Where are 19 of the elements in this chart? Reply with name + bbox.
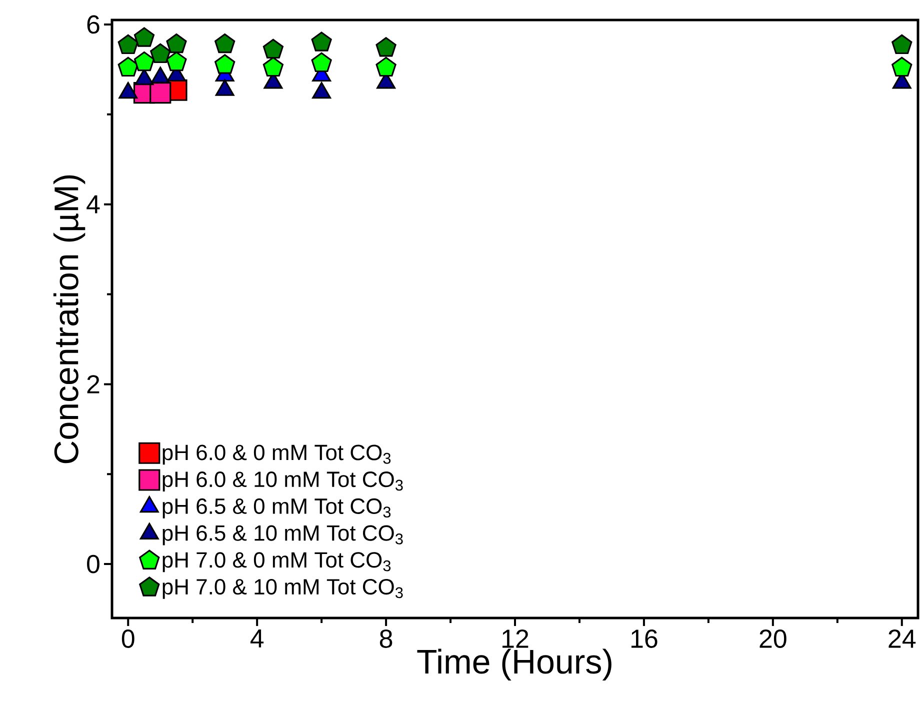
legend-label: pH 6.0 & 0 mM Tot CO$_{3}$ [162,444,391,465]
y-tick-label: 0 [87,554,100,574]
legend-label: pH 6.5 & 10 mM Tot CO$_{3}$ [162,525,403,546]
x-tick-label: 8 [380,630,392,648]
x-tick-label: 4 [250,630,264,648]
legend-label: pH 7.0 & 0 mM Tot CO$_{3}$ [162,552,391,572]
x-tick-label: 12 [502,630,528,648]
x-tick-label: 20 [760,630,786,648]
y-tick-label: 4 [86,195,100,214]
x-tick-label: 0 [122,630,134,648]
y-tick-label: 2 [87,375,100,394]
x-tick-label: 24 [888,630,916,648]
legend-label: pH 6.0 & 10 mM Tot CO$_{3}$ [162,472,403,492]
y-axis-title: Concentration (µM) [53,175,86,464]
legend-label: pH 7.0 & 10 mM Tot CO$_{3}$ [162,578,403,599]
y-tick-label: 6 [87,15,100,34]
x-axis-title: Time (Hours) [417,648,612,680]
legend-label: pH 6.5 & 0 mM Tot CO$_{3}$ [162,498,391,518]
x-tick-label: 16 [631,630,658,648]
